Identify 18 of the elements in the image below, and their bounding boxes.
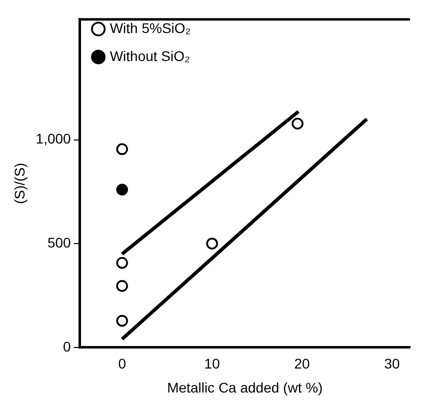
point: [116, 184, 128, 196]
x-tick-label: 0: [118, 356, 126, 372]
y-tick-label: 500: [47, 234, 72, 250]
x-tick-label: 10: [204, 356, 220, 372]
x-axis-title: Metallic Ca added (wt %): [167, 379, 323, 396]
legend-label: Without SiO₂: [110, 48, 190, 64]
y-tick-label: 0: [63, 338, 72, 354]
x-tick-label: 20: [294, 356, 310, 372]
point: [116, 314, 128, 327]
point: [116, 143, 128, 156]
y-axis-title: (S)/(S): [11, 162, 28, 204]
legend-label: With 5%SiO₂: [110, 20, 191, 36]
y-tick-label: 1,000: [36, 130, 72, 147]
x-tick-label: 30: [384, 356, 400, 372]
point: [116, 257, 128, 269]
point: [206, 238, 218, 250]
point: [292, 118, 304, 130]
point: [116, 280, 128, 292]
